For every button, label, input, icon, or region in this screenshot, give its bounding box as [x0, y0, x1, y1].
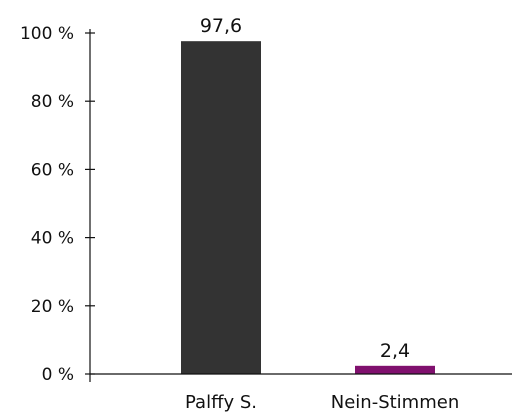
data-label: 97,6: [200, 15, 242, 37]
y-tick-label: 60 %: [31, 160, 74, 180]
y-tick-label: 20 %: [31, 297, 74, 317]
y-tick-label: 0 %: [42, 365, 74, 385]
x-axis: Palffy S. Nein-Stimmen: [90, 373, 512, 412]
bar-palffy: [181, 41, 261, 375]
data-label: 2,4: [380, 340, 410, 362]
x-category-label: Palffy S.: [185, 392, 257, 412]
y-tick-label: 100 %: [20, 24, 74, 44]
bars: 97,6 2,4: [181, 15, 435, 375]
y-axis: 0 % 20 % 40 % 60 % 80 % 100 %: [20, 24, 95, 385]
x-category-label: Nein-Stimmen: [331, 392, 459, 412]
y-tick-label: 40 %: [31, 229, 74, 249]
bar-nein-stimmen: [355, 365, 435, 374]
y-tick-label: 80 %: [31, 92, 74, 112]
